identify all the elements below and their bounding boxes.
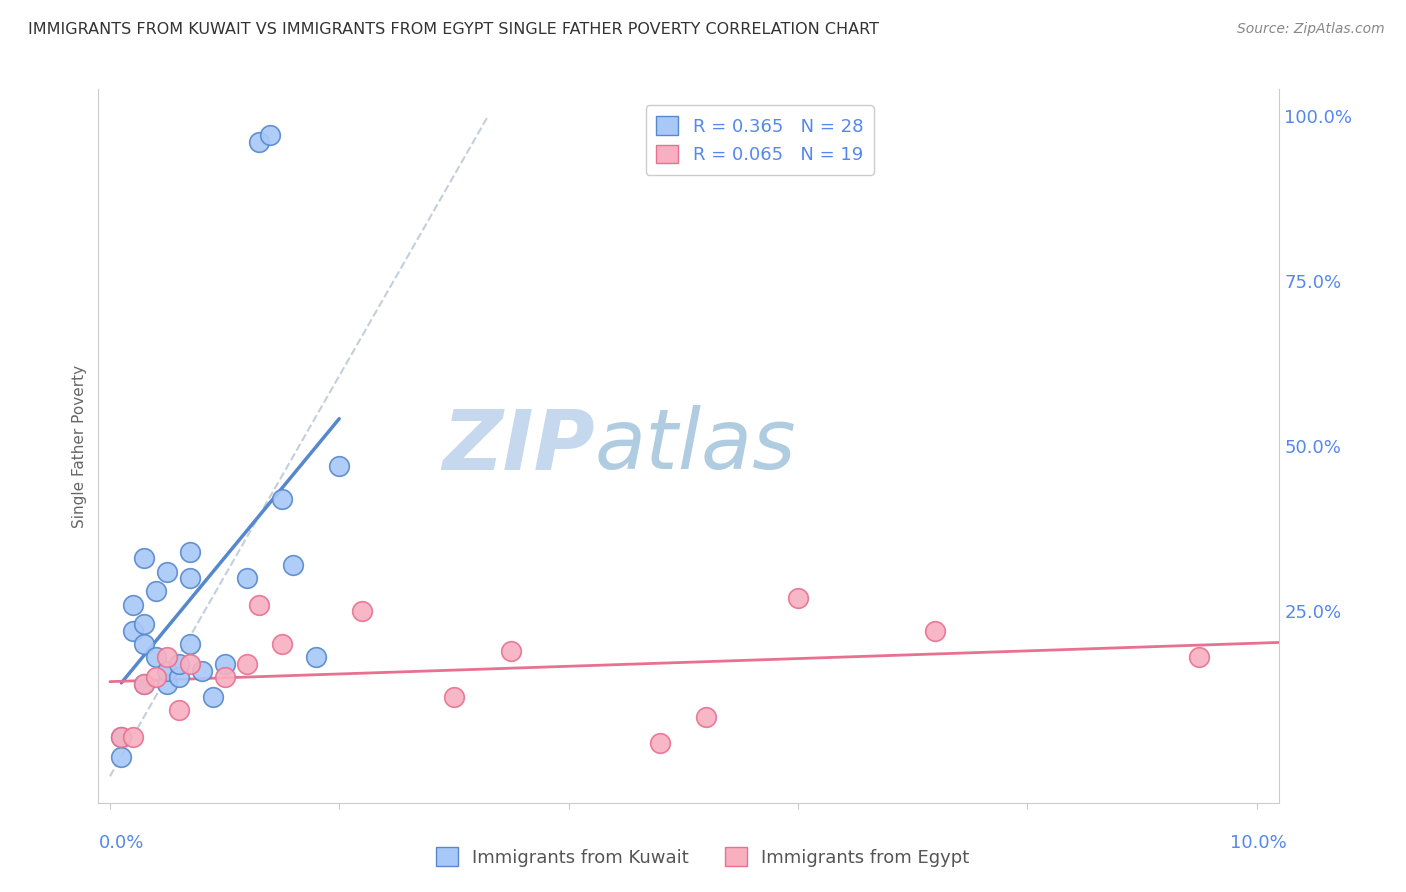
Point bbox=[110, 730, 132, 744]
Point bbox=[145, 650, 167, 665]
Point bbox=[110, 749, 132, 764]
Point bbox=[214, 670, 236, 684]
Point bbox=[352, 604, 374, 618]
Point bbox=[156, 677, 179, 691]
Point bbox=[156, 664, 179, 678]
Y-axis label: Single Father Poverty: Single Father Poverty bbox=[72, 365, 87, 527]
Text: 0.0%: 0.0% bbox=[98, 834, 143, 852]
Point bbox=[167, 670, 190, 684]
Point bbox=[134, 677, 156, 691]
Legend: R = 0.365   N = 28, R = 0.065   N = 19: R = 0.365 N = 28, R = 0.065 N = 19 bbox=[645, 105, 875, 175]
Point bbox=[214, 657, 236, 671]
Text: ZIP: ZIP bbox=[441, 406, 595, 486]
Point bbox=[283, 558, 305, 572]
Point bbox=[110, 730, 132, 744]
Point bbox=[134, 677, 156, 691]
Point bbox=[270, 491, 292, 506]
Point bbox=[328, 458, 350, 473]
Point bbox=[134, 551, 156, 566]
Point bbox=[167, 703, 190, 717]
Text: atlas: atlas bbox=[595, 406, 796, 486]
Point bbox=[695, 710, 717, 724]
Point bbox=[443, 690, 465, 704]
Point bbox=[202, 690, 225, 704]
Point bbox=[247, 135, 270, 149]
Legend: Immigrants from Kuwait, Immigrants from Egypt: Immigrants from Kuwait, Immigrants from … bbox=[429, 840, 977, 874]
Point bbox=[179, 571, 201, 585]
Text: 10.0%: 10.0% bbox=[1230, 834, 1286, 852]
Point bbox=[156, 650, 179, 665]
Point bbox=[121, 730, 143, 744]
Point bbox=[179, 545, 201, 559]
Point bbox=[236, 571, 259, 585]
Point bbox=[786, 591, 808, 605]
Point bbox=[259, 128, 281, 143]
Point bbox=[179, 657, 201, 671]
Point bbox=[501, 644, 523, 658]
Point bbox=[156, 565, 179, 579]
Point bbox=[134, 617, 156, 632]
Text: Source: ZipAtlas.com: Source: ZipAtlas.com bbox=[1237, 22, 1385, 37]
Point bbox=[134, 637, 156, 651]
Point bbox=[1188, 650, 1211, 665]
Text: IMMIGRANTS FROM KUWAIT VS IMMIGRANTS FROM EGYPT SINGLE FATHER POVERTY CORRELATIO: IMMIGRANTS FROM KUWAIT VS IMMIGRANTS FRO… bbox=[28, 22, 879, 37]
Point bbox=[190, 664, 212, 678]
Point bbox=[145, 670, 167, 684]
Point bbox=[924, 624, 946, 638]
Point bbox=[145, 584, 167, 599]
Point bbox=[179, 637, 201, 651]
Point bbox=[121, 598, 143, 612]
Point bbox=[121, 624, 143, 638]
Point bbox=[305, 650, 328, 665]
Point bbox=[270, 637, 292, 651]
Point bbox=[650, 736, 672, 750]
Point bbox=[236, 657, 259, 671]
Point bbox=[247, 598, 270, 612]
Point bbox=[167, 657, 190, 671]
